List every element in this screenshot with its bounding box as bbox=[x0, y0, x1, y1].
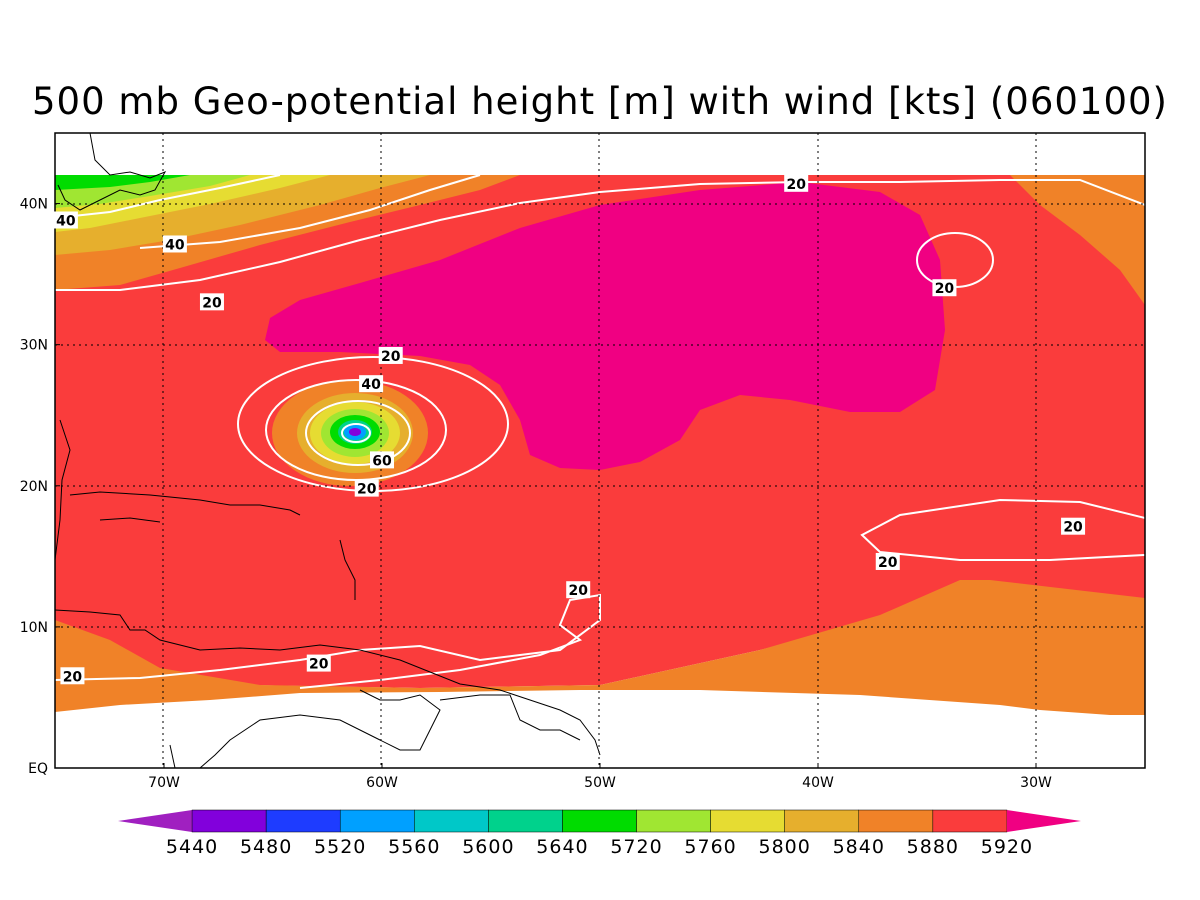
colorbar-label: 5880 bbox=[907, 836, 959, 858]
contour-label-box bbox=[875, 552, 900, 570]
colorbar-swatch bbox=[710, 809, 785, 833]
y-axis-ticks: EQ 10N 20N 30N 40N bbox=[20, 197, 60, 777]
x-tick-label: 30W bbox=[1020, 775, 1052, 791]
colorbar-swatch bbox=[858, 809, 934, 833]
colorbar-swatch bbox=[1006, 810, 1081, 832]
contour-label: 20 bbox=[568, 583, 588, 599]
colorbar-label: 5720 bbox=[610, 836, 662, 858]
y-tick-label: 20N bbox=[20, 479, 48, 495]
grid-lines bbox=[55, 133, 1145, 768]
isotach-40-north2 bbox=[139, 174, 481, 249]
contour-label: 20 bbox=[202, 295, 222, 311]
colorbar-label: 5920 bbox=[981, 836, 1033, 858]
isotach-40-north bbox=[55, 174, 281, 219]
colorbar-swatch bbox=[414, 809, 489, 833]
x-tick-label: 60W bbox=[366, 775, 398, 791]
x-axis-ticks: 70W 60W 50W 40W 30W bbox=[148, 763, 1052, 791]
colorbar-swatch bbox=[339, 809, 415, 833]
contour-label: 20 bbox=[878, 555, 898, 571]
contour-label-box bbox=[60, 667, 85, 685]
contour-label: 20 bbox=[309, 657, 329, 673]
isotach-20-east-band bbox=[860, 498, 1145, 561]
isotach-60-low bbox=[305, 400, 411, 466]
y-tick-label: EQ bbox=[28, 761, 48, 777]
colorbar: 5440 5480 5520 5560 5600 5640 5720 5760 5800 5840… bbox=[118, 809, 1081, 858]
x-tick-label: 50W bbox=[584, 775, 616, 791]
contour-label-box bbox=[370, 451, 394, 469]
colorbar-label: 5840 bbox=[833, 836, 885, 858]
contour-label-box bbox=[199, 293, 224, 311]
x-tick-label: 70W bbox=[148, 775, 180, 791]
low-fill-5520 bbox=[349, 428, 361, 436]
colorbar-swatch bbox=[562, 809, 637, 833]
colorbar-swatch bbox=[636, 809, 711, 833]
contour-label: 40 bbox=[361, 377, 381, 393]
colorbar-swatch bbox=[488, 809, 563, 833]
contour-label: 40 bbox=[165, 237, 185, 253]
contour-label-box bbox=[306, 654, 331, 672]
colorbar-swatch bbox=[265, 809, 341, 833]
colorbar-label: 5640 bbox=[536, 836, 588, 858]
chart-title: 500 mb Geo-potential height [m] with win… bbox=[32, 80, 1168, 123]
contour-label-box bbox=[1061, 517, 1086, 535]
contour-fill-5920 bbox=[265, 182, 945, 470]
isotach-20-north bbox=[55, 179, 1145, 291]
y-tick-label: 30N bbox=[20, 338, 48, 354]
y-tick-label: 40N bbox=[20, 197, 48, 213]
contour-label: 40 bbox=[56, 213, 76, 229]
contour-label-box bbox=[932, 279, 957, 297]
colorbar-swatch bbox=[784, 809, 860, 833]
contour-label: 20 bbox=[935, 281, 955, 297]
colorbar-label: 5560 bbox=[388, 836, 440, 858]
x-tick-label: 40W bbox=[802, 775, 834, 791]
contour-label: 20 bbox=[786, 177, 806, 193]
colorbar-label: 5600 bbox=[462, 836, 514, 858]
contour-label: 20 bbox=[63, 669, 83, 685]
colorbar-swatch bbox=[118, 810, 193, 832]
contour-label-box bbox=[784, 174, 809, 192]
contour-fill-5640 bbox=[55, 175, 190, 190]
colorbar-label: 5800 bbox=[759, 836, 811, 858]
coastlines bbox=[55, 133, 601, 768]
contour-label: 60 bbox=[372, 453, 392, 469]
colorbar-swatch bbox=[932, 809, 1008, 833]
height-field bbox=[55, 133, 1145, 768]
contour-fill-5840-south bbox=[55, 580, 1145, 715]
y-tick-label: 10N bbox=[20, 620, 48, 636]
contour-label-box bbox=[53, 211, 78, 229]
isotach-20-south bbox=[55, 593, 601, 689]
isotach-inner-low bbox=[341, 423, 371, 443]
contour-label: 20 bbox=[1063, 520, 1083, 536]
contour-label-box bbox=[359, 375, 384, 393]
contour-label-box bbox=[162, 235, 187, 253]
colorbar-label: 5480 bbox=[240, 836, 292, 858]
contour-label-box bbox=[566, 581, 591, 599]
colorbar-label: 5520 bbox=[314, 836, 366, 858]
contour-label: 20 bbox=[381, 349, 401, 365]
colorbar-label: 5760 bbox=[684, 836, 736, 858]
colorbar-label: 5440 bbox=[166, 836, 218, 858]
contour-label-box bbox=[354, 479, 379, 497]
contour-label: 20 bbox=[357, 482, 377, 498]
contour-fill-5840-ne bbox=[1010, 175, 1145, 305]
contour-label-box bbox=[378, 346, 403, 364]
colorbar-swatch bbox=[191, 809, 267, 833]
